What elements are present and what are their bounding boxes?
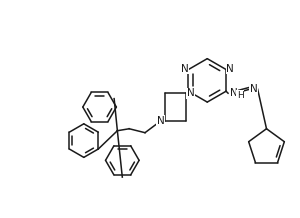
Text: N: N (250, 84, 258, 94)
Text: N: N (230, 88, 238, 98)
Text: N: N (181, 63, 188, 73)
Text: N: N (226, 63, 234, 73)
Text: H: H (237, 91, 244, 100)
Text: N: N (187, 88, 194, 98)
Text: N: N (157, 116, 165, 126)
